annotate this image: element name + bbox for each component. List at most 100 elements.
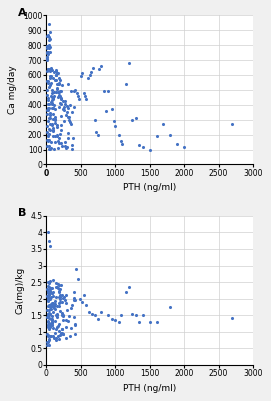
Point (50, 325, 55, 331)
Point (57, 282, 62, 288)
Point (50, 100, 55, 106)
Point (54, 314, 59, 320)
Point (56, 323, 61, 330)
Point (58, 101, 63, 107)
Point (57, 92, 61, 98)
Point (47, 131, 51, 138)
Point (53, 301, 57, 308)
Point (50, 120, 54, 127)
Point (56, 138, 60, 144)
Point (47, 112, 52, 118)
Point (137, 142, 141, 148)
Point (48, 126, 52, 133)
Point (66, 134, 70, 141)
Point (48, 296, 52, 302)
Point (50, 285, 54, 292)
Point (55, 312, 59, 318)
Point (46, 66, 51, 73)
Point (50, 313, 54, 320)
Point (57, 303, 62, 310)
Point (48, 289, 53, 295)
Point (50, 303, 54, 309)
Point (84, 302, 89, 308)
Point (96, 132, 100, 138)
Point (45, 142, 49, 149)
Point (168, 132, 172, 139)
Point (82, 292, 86, 299)
Point (64, 324, 68, 330)
Point (76, 93, 80, 99)
Point (46, 288, 50, 294)
Point (73, 331, 77, 337)
Point (78, 296, 82, 302)
Point (67, 102, 72, 109)
Point (60, 326, 64, 332)
Point (49, 316, 54, 323)
Point (47, 21, 51, 28)
Point (57, 286, 62, 292)
Point (59, 312, 64, 318)
Point (49, 285, 53, 292)
Point (57, 93, 61, 99)
Point (46, 117, 51, 124)
Point (54, 336, 58, 343)
Point (57, 288, 62, 294)
Point (46, 332, 50, 338)
Point (59, 122, 63, 128)
Point (45, 286, 49, 292)
Point (99, 63, 104, 69)
Point (60, 106, 65, 113)
Point (92, 117, 97, 123)
Point (49, 65, 53, 71)
Point (46, 101, 50, 107)
Point (68, 333, 72, 339)
Point (57, 75, 61, 82)
Point (45, 43, 50, 49)
Point (64, 300, 68, 306)
Point (59, 140, 63, 146)
Point (71, 135, 76, 142)
Point (69, 145, 74, 152)
Point (47, 294, 51, 301)
Point (48, 324, 53, 330)
Point (48, 115, 52, 121)
Point (47, 115, 51, 121)
Point (45, 107, 49, 113)
Point (134, 312, 138, 318)
Point (55, 123, 59, 130)
Point (47, 310, 51, 316)
Point (53, 298, 57, 304)
Point (67, 117, 71, 123)
Point (57, 80, 61, 86)
Point (46, 310, 50, 317)
Point (66, 81, 70, 87)
Point (51, 277, 56, 284)
Point (62, 117, 66, 124)
Point (57, 104, 61, 110)
Point (96, 66, 101, 72)
Point (53, 305, 57, 312)
Point (54, 294, 58, 300)
Point (73, 321, 77, 328)
Point (66, 313, 71, 319)
Point (53, 133, 57, 140)
Point (63, 138, 67, 145)
Point (59, 282, 63, 289)
Point (94, 128, 98, 135)
Point (63, 101, 67, 107)
Point (59, 127, 64, 134)
Point (89, 69, 93, 75)
Point (67, 114, 71, 120)
Point (50, 316, 54, 322)
Point (63, 335, 68, 341)
Point (55, 85, 59, 91)
Point (54, 71, 59, 78)
Point (48, 304, 53, 310)
Point (130, 310, 135, 317)
Point (70, 109, 75, 115)
Point (141, 143, 145, 150)
Point (56, 89, 60, 95)
Point (66, 130, 70, 136)
Point (49, 294, 53, 300)
Point (53, 114, 57, 121)
